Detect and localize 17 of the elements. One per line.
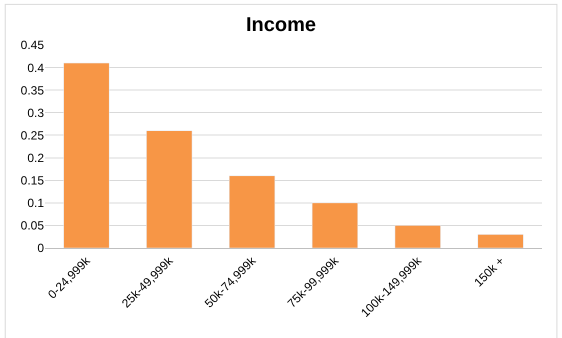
bar bbox=[312, 202, 358, 248]
bar bbox=[394, 225, 441, 248]
y-tick-label: 0.25 bbox=[20, 128, 44, 142]
bar bbox=[146, 130, 192, 248]
bar bbox=[229, 176, 276, 248]
chart-title: Income bbox=[246, 14, 316, 36]
y-tick-label: 0.3 bbox=[27, 106, 44, 120]
y-tick-label: 0.45 bbox=[20, 38, 44, 52]
bar bbox=[478, 234, 524, 248]
y-tick-label: 0.4 bbox=[27, 60, 44, 75]
bar bbox=[63, 62, 110, 248]
y-tick-label: 0.15 bbox=[20, 174, 44, 188]
y-tick-label: 0 bbox=[37, 241, 44, 256]
y-tick-label: 0.2 bbox=[27, 150, 44, 165]
y-tick-label: 0.1 bbox=[27, 196, 44, 210]
y-tick-label: 0.35 bbox=[20, 83, 44, 98]
y-tick-label: 0.05 bbox=[20, 218, 44, 233]
